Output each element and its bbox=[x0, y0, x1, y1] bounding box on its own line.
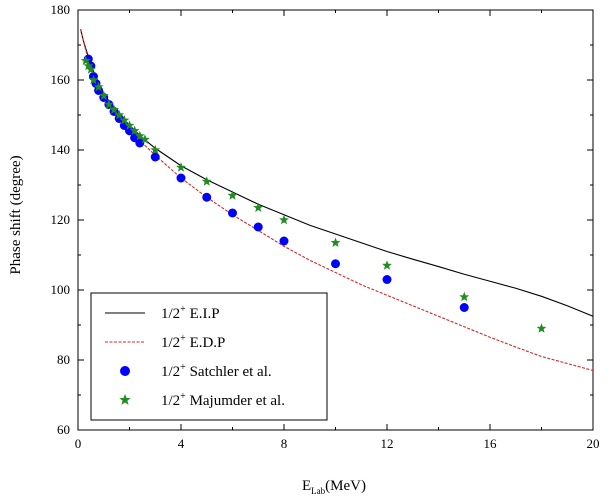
data-point bbox=[202, 192, 212, 202]
x-tick-label: 0 bbox=[75, 436, 82, 451]
data-point bbox=[201, 176, 212, 186]
data-point bbox=[150, 152, 160, 162]
data-point bbox=[94, 86, 104, 95]
data-point bbox=[124, 120, 135, 130]
x-axis-label-subscript: Lab bbox=[311, 486, 325, 496]
data-point bbox=[93, 81, 104, 92]
legend-label-rest: E.I.P bbox=[186, 306, 220, 322]
y-tick-label: 60 bbox=[57, 422, 70, 437]
data-point bbox=[279, 214, 289, 225]
data-point bbox=[382, 260, 392, 270]
x-tick-label: 16 bbox=[484, 436, 498, 451]
y-tick-label: 160 bbox=[51, 72, 71, 87]
y-tick-label: 100 bbox=[51, 282, 71, 297]
legend-label: 1/2+ Satchler et al. bbox=[161, 362, 272, 380]
data-point bbox=[330, 237, 341, 247]
legend: 1/2+ E.I.P1/2+ E.D.P1/2+ Satchler et al.… bbox=[90, 292, 328, 421]
legend-label: 1/2+ E.D.P bbox=[161, 333, 225, 351]
x-axis-label-unit: (MeV) bbox=[325, 478, 366, 494]
legend-label-rest: Satchler et al. bbox=[186, 364, 272, 380]
data-point bbox=[98, 90, 109, 100]
x-tick-label: 12 bbox=[381, 436, 394, 451]
data-point bbox=[129, 125, 140, 135]
legend-swatch bbox=[119, 394, 131, 405]
x-tick-label: 20 bbox=[587, 436, 600, 451]
data-point bbox=[134, 130, 145, 141]
legend-label-sup: + bbox=[180, 304, 186, 315]
y-axis-label: Phase shift (degree) bbox=[8, 155, 24, 274]
legend-label-main: 1/2 bbox=[161, 335, 180, 351]
data-point bbox=[114, 109, 125, 120]
data-point bbox=[88, 74, 99, 85]
x-axis-label: ELab(MeV) bbox=[302, 478, 366, 496]
legend-label-sup: + bbox=[180, 362, 186, 373]
data-point bbox=[150, 144, 161, 155]
data-point bbox=[228, 208, 237, 218]
data-point bbox=[176, 173, 186, 183]
data-point bbox=[103, 99, 114, 109]
y-tick-label: 80 bbox=[57, 352, 70, 367]
data-point bbox=[227, 190, 238, 200]
data-point bbox=[536, 323, 547, 333]
data-point bbox=[109, 104, 119, 114]
legend-label-main: 1/2 bbox=[161, 306, 180, 322]
legend-label-main: 1/2 bbox=[161, 393, 180, 409]
data-point bbox=[382, 275, 392, 284]
data-point bbox=[83, 60, 94, 71]
data-point bbox=[279, 236, 289, 246]
data-point bbox=[253, 202, 264, 212]
legend-label: 1/2+ Majumder et al. bbox=[161, 391, 285, 409]
legend-label-sup: + bbox=[180, 333, 186, 344]
y-tick-label: 120 bbox=[51, 212, 71, 227]
y-tick-label: 180 bbox=[51, 2, 71, 17]
data-point bbox=[331, 259, 340, 269]
data-point bbox=[459, 291, 470, 302]
legend-box bbox=[90, 292, 328, 421]
data-point bbox=[253, 222, 263, 232]
data-point bbox=[140, 134, 150, 144]
x-tick-label: 4 bbox=[178, 436, 185, 451]
data-point bbox=[119, 115, 130, 125]
plot-axes: 0 4 8 12 16 20 60 80 100 120 140 160 180 bbox=[51, 2, 600, 451]
data-point bbox=[80, 55, 91, 65]
legend-label-main: 1/2 bbox=[161, 364, 180, 380]
legend-swatch bbox=[120, 366, 130, 376]
series-3 bbox=[80, 55, 547, 333]
data-point bbox=[135, 138, 145, 148]
x-axis-label-main: E bbox=[302, 478, 311, 494]
legend-label-sup: + bbox=[180, 391, 186, 402]
data-point bbox=[114, 114, 124, 123]
legend-label: 1/2+ E.I.P bbox=[161, 304, 220, 322]
legend-label-rest: E.D.P bbox=[186, 335, 226, 351]
series-2 bbox=[83, 54, 469, 312]
y-tick-label: 140 bbox=[51, 142, 71, 157]
x-tick-label: 8 bbox=[281, 436, 288, 451]
legend-label-rest: Majumder et al. bbox=[186, 393, 285, 409]
data-point bbox=[85, 64, 96, 74]
series-layer bbox=[80, 29, 594, 372]
data-point bbox=[459, 303, 469, 312]
data-point bbox=[176, 162, 186, 172]
